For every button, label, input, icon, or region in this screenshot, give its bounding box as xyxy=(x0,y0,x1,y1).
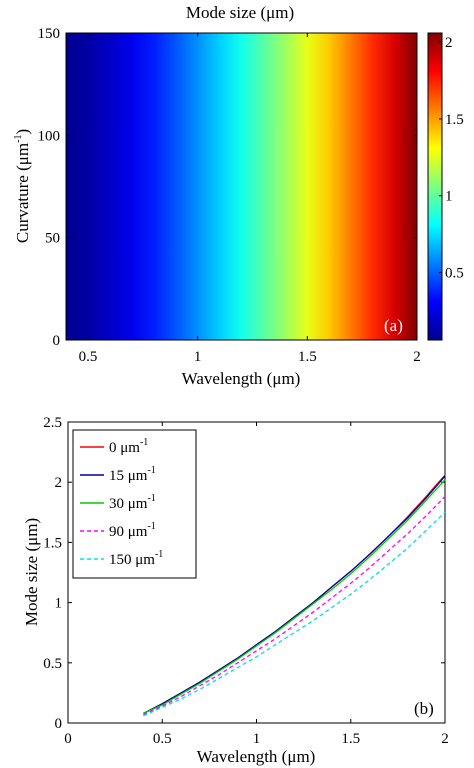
line-chart-y-tick-label: 2 xyxy=(55,475,63,491)
heatmap-x-ticks: 0.5 1 1.5 2 xyxy=(79,33,421,365)
legend-box xyxy=(72,429,197,579)
legend-label-sup: -1 xyxy=(140,437,148,448)
line-chart-x-ticks: 0 0.5 1 1.5 2 xyxy=(64,422,449,747)
line-chart-series xyxy=(143,474,446,717)
legend-label-main: 30 μm xyxy=(109,496,148,512)
series-line-3 xyxy=(143,496,446,716)
legend-label-1: 15 μm-1 xyxy=(109,465,156,484)
line-chart-x-axis-label: Wavelength (μm) xyxy=(197,747,316,766)
line-chart-y-tick-label: 1 xyxy=(55,596,63,612)
line-chart-panel-label: (b) xyxy=(414,699,434,718)
line-chart-x-tick-label: 0 xyxy=(64,731,72,747)
legend-label-main: 150 μm xyxy=(109,552,155,568)
heatmap-y-axis-label: Curvature (μm-1) xyxy=(13,129,32,243)
heatmap-title: Mode size (μm) xyxy=(186,3,294,22)
legend-label-main: 90 μm xyxy=(109,524,148,540)
line-chart-x-tick-label: 1 xyxy=(253,731,261,747)
heatmap-x-tick-label: 1.5 xyxy=(298,349,317,365)
heatmap-x-axis-label: Wavelength (μm) xyxy=(182,369,301,388)
legend-label-3: 90 μm-1 xyxy=(109,521,156,540)
heatmap-axes-box xyxy=(65,32,418,341)
heatmap-y-tick-label: 100 xyxy=(38,128,61,144)
line-chart-x-tick-label: 2 xyxy=(441,731,449,747)
legend-label-sup: -1 xyxy=(147,465,155,476)
line-chart-y-tick-label: 0.5 xyxy=(43,656,62,672)
colorbar xyxy=(427,32,443,341)
legend-label-sup: -1 xyxy=(155,549,163,560)
heatmap-y-tick-label: 50 xyxy=(45,231,60,247)
heatmap-x-tick-label: 1 xyxy=(194,349,202,365)
heatmap-x-tick-label: 0.5 xyxy=(79,349,98,365)
colorbar-tick-label: 1.5 xyxy=(445,112,464,128)
heatmap-y-tick-label: 150 xyxy=(38,26,61,42)
line-chart-panel: 0 0.5 1 1.5 2 0 0.5 1 1.5 2 2.5 Wavelength (μm) M… xyxy=(22,415,449,766)
heatmap-y-tick-label: 0 xyxy=(53,333,61,349)
heatmap-y-axis-label-sup: -1 xyxy=(13,135,24,143)
legend-label-4: 150 μm-1 xyxy=(109,549,163,568)
colorbar-tick-label: 1 xyxy=(445,189,453,205)
legend-label-sup: -1 xyxy=(147,521,155,532)
colorbar-ticks: 0.5 1 1.5 2 xyxy=(439,35,464,281)
heatmap-y-ticks: 0 50 100 150 xyxy=(38,26,417,349)
heatmap-panel: Mode size (μm) 0.5 1 1.5 2 0 50 100 150 Wavele… xyxy=(13,3,464,388)
legend-label-sup: -1 xyxy=(147,493,155,504)
heatmap-y-axis-label-close: ) xyxy=(13,129,32,135)
heatmap-image xyxy=(66,33,417,340)
line-chart-y-tick-label: 1.5 xyxy=(43,535,62,551)
colorbar-tick-label: 0.5 xyxy=(445,265,464,281)
colorbar-tick-label: 2 xyxy=(445,35,453,51)
heatmap-panel-label: (a) xyxy=(384,316,403,335)
line-chart-y-tick-label: 2.5 xyxy=(43,415,62,431)
legend-label-main: 15 μm xyxy=(109,468,148,484)
line-chart-y-axis-label: Mode size (μm) xyxy=(22,518,41,626)
line-chart-x-tick-label: 1.5 xyxy=(341,731,360,747)
legend-label-2: 30 μm-1 xyxy=(109,493,156,512)
series-line-2 xyxy=(143,479,446,714)
line-chart-x-tick-label: 0.5 xyxy=(153,731,172,747)
heatmap-x-tick-label: 2 xyxy=(413,349,421,365)
series-line-1 xyxy=(143,475,446,714)
line-chart-y-ticks: 0 0.5 1 1.5 2 2.5 xyxy=(43,415,445,732)
series-line-4 xyxy=(143,511,446,717)
legend-label-main: 0 μm xyxy=(109,440,140,456)
legend-label-0: 0 μm-1 xyxy=(109,437,148,456)
heatmap-y-axis-label-main: Curvature (μm xyxy=(13,143,32,243)
line-chart-y-tick-label: 0 xyxy=(55,716,63,732)
